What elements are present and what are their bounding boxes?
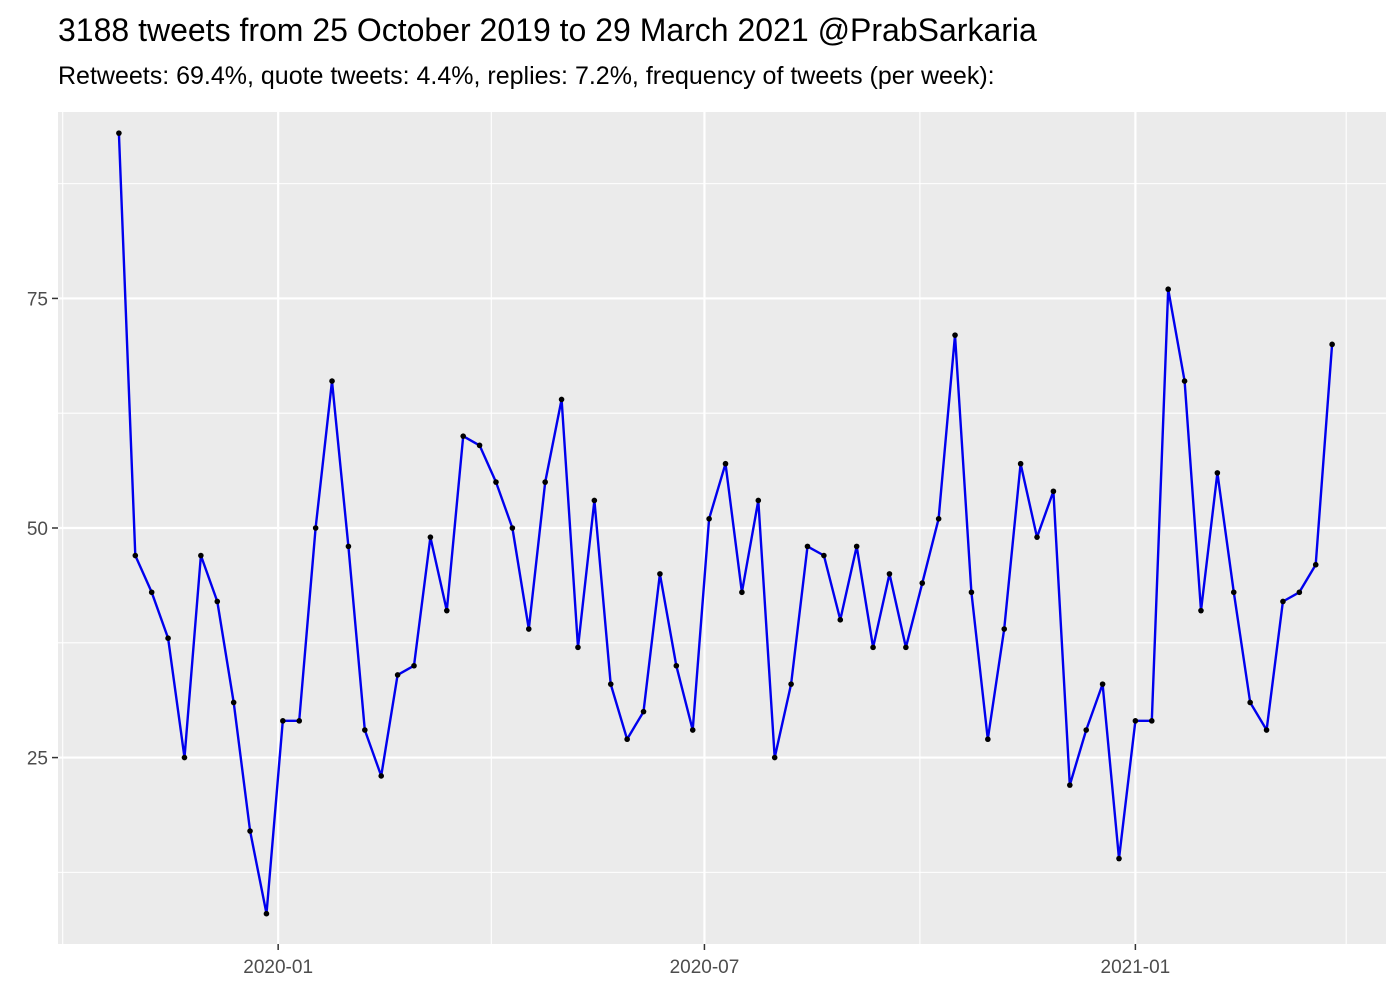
y-tick-label: 50 [27, 519, 48, 540]
y-tick-label: 25 [27, 749, 48, 770]
data-point [657, 571, 663, 577]
y-tick-label: 75 [27, 289, 48, 310]
data-point [362, 727, 368, 733]
data-point [673, 662, 680, 669]
x-tick-label: 2020-01 [243, 957, 313, 978]
data-point [771, 754, 778, 761]
data-point [116, 130, 122, 136]
data-point [1001, 626, 1008, 632]
data-point [821, 552, 827, 559]
data-point [247, 828, 253, 834]
chart-subtitle: Retweets: 69.4%, quote tweets: 4.4%, rep… [58, 62, 995, 90]
x-tick-label: 2020-07 [670, 957, 740, 978]
data-point [411, 662, 417, 669]
data-point [132, 552, 139, 559]
data-point [230, 699, 237, 706]
data-point [706, 516, 712, 522]
data-point [903, 644, 909, 651]
data-point [1280, 598, 1286, 605]
data-point [1230, 589, 1237, 596]
data-point [198, 552, 204, 559]
major-grid [58, 112, 1386, 944]
data-point [870, 644, 876, 651]
data-point [1263, 727, 1270, 733]
data-point [968, 589, 975, 596]
data-point [624, 736, 630, 743]
data-point [476, 442, 483, 449]
data-point [1148, 718, 1155, 724]
data-point [1181, 378, 1188, 384]
data-point [394, 672, 401, 678]
data-point [525, 626, 532, 632]
data-point [378, 773, 385, 779]
data-point [804, 543, 811, 550]
data-point [1017, 460, 1024, 467]
data-point [919, 580, 926, 586]
data-point [591, 497, 598, 504]
data-point [148, 589, 155, 596]
data-point [1329, 341, 1335, 348]
data-point [935, 516, 942, 522]
data-point [263, 910, 270, 917]
data-point [575, 644, 581, 651]
chart-title: 3188 tweets from 25 October 2019 to 29 M… [58, 12, 1037, 48]
x-tick-label: 2021-01 [1101, 957, 1171, 978]
data-point [1214, 470, 1221, 476]
data-point [460, 433, 466, 439]
data-point [345, 543, 352, 550]
data-point [607, 681, 614, 687]
data-point [755, 497, 762, 504]
data-point [1050, 488, 1057, 495]
data-point [1116, 855, 1122, 862]
data-point [837, 617, 844, 623]
data-point [296, 718, 303, 724]
x-axis: 2020-01 2020-07 2021-01 [243, 944, 1170, 978]
data-point [312, 525, 319, 531]
data-point [1312, 561, 1319, 568]
data-point [329, 378, 335, 384]
data-point [1247, 699, 1253, 706]
data-point [558, 396, 565, 403]
points-layer [116, 130, 1335, 917]
data-point [985, 736, 991, 743]
data-point [722, 460, 729, 467]
data-point [181, 754, 188, 761]
data-point [443, 607, 450, 614]
data-point [640, 708, 647, 715]
data-point [788, 681, 794, 687]
data-point [853, 543, 860, 550]
data-point [542, 479, 548, 485]
data-point [165, 635, 171, 641]
data-point [1067, 782, 1073, 788]
data-point [689, 727, 696, 733]
data-point [280, 718, 286, 724]
data-point [952, 332, 958, 338]
data-point [739, 589, 745, 596]
data-point [1083, 727, 1090, 733]
data-point [427, 534, 434, 540]
data-point [509, 525, 516, 531]
data-point [1198, 607, 1204, 614]
y-axis: 25 50 75 [27, 289, 58, 770]
data-point [1034, 534, 1040, 540]
data-point [1132, 718, 1139, 724]
data-point [1296, 589, 1303, 596]
data-point [214, 598, 221, 605]
data-point [1165, 286, 1171, 293]
data-point [1099, 681, 1106, 687]
data-point [493, 479, 499, 485]
data-point [886, 571, 893, 577]
